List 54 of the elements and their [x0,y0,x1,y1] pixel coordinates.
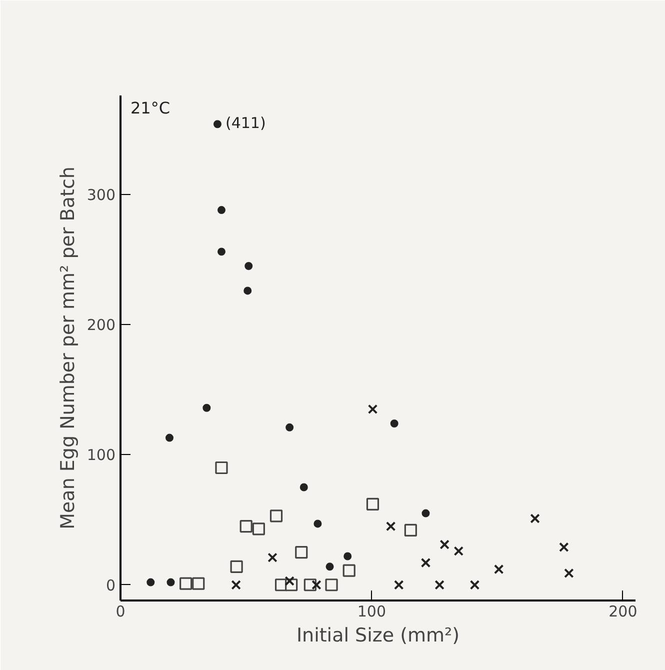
y-tick-label: 300 [86,186,116,204]
point [244,286,252,295]
point [202,404,211,412]
point [180,577,192,590]
point [217,206,226,214]
point [166,578,175,586]
point [559,542,569,552]
point [165,434,174,442]
point [295,546,308,559]
point [244,262,253,270]
x-tick-label: 100 [357,602,386,620]
point [215,461,228,474]
point [440,540,450,550]
point [314,520,322,528]
point [312,580,322,590]
point [422,509,430,518]
point [404,524,417,537]
y-tick-label: 100 [86,446,116,464]
annotation: (411) [225,114,266,132]
point [231,580,241,590]
point [326,562,334,571]
y-tick-label: 0 [106,576,116,594]
point [217,248,226,256]
x-axis-title: Initial Size (mm²) [296,624,460,646]
point [252,522,265,536]
point [342,564,356,577]
point [420,558,431,568]
point [564,568,574,578]
point [284,576,294,586]
point [270,510,283,522]
point [240,520,252,533]
point [368,404,378,414]
point [325,578,338,592]
point [394,580,404,590]
point [344,552,352,560]
annotation: 21°C [130,98,170,118]
point [192,577,205,590]
point [213,120,222,128]
point [470,580,480,590]
point [494,564,504,574]
y-axis-title: Mean Egg Number per mm² per Batch [56,166,79,530]
point [454,546,464,556]
point [268,552,278,562]
point [390,419,398,428]
point [230,560,243,573]
point [300,483,308,492]
point [146,578,155,586]
point [386,521,396,532]
point [530,514,540,524]
point [366,498,380,510]
point [434,580,444,590]
y-tick-label: 200 [86,316,116,334]
point [286,423,294,432]
x-tick-label: 200 [608,602,638,620]
